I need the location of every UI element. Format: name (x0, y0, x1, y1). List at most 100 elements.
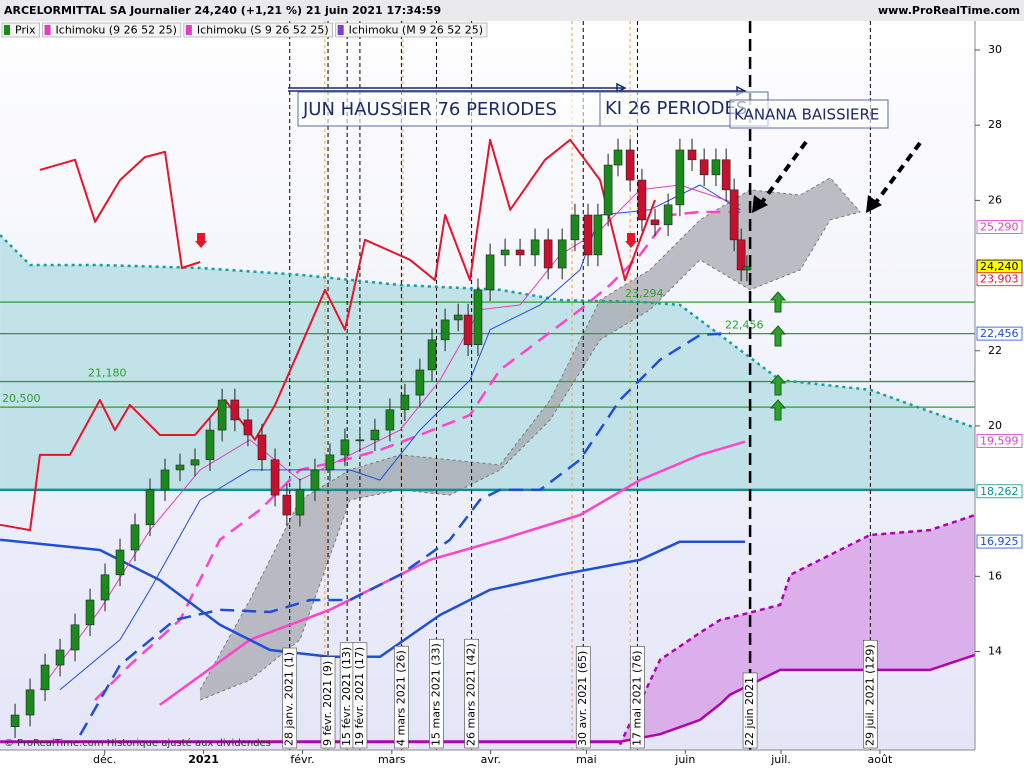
x-tick-label: avr. (481, 753, 501, 766)
series-line (0, 138, 656, 532)
legend-box (1, 22, 40, 38)
marker-label: 29 juil. 2021 (129) (863, 644, 876, 746)
legend-swatch (337, 25, 344, 35)
x-tick-label: févr. (290, 753, 314, 766)
legend: Prix Ichimoku (9 26 52 25) Ichimoku (S 9 2… (1, 22, 488, 38)
marker-label: 28 janv. 2021 (1) (283, 652, 296, 746)
price-tag-label: 19,599 (980, 435, 1019, 448)
candle-body (10, 714, 20, 727)
candle-body (100, 574, 110, 601)
annotation: JUN HAUSSIER 76 PERIODES (302, 99, 557, 120)
candle-body (230, 399, 240, 421)
legend-label: Ichimoku (M 9 26 52 25) (349, 24, 483, 37)
y-tick-label: 26 (988, 193, 1002, 206)
y-axis-panel (975, 0, 1024, 768)
y-tick-label: 22 (988, 344, 1002, 357)
level-label: 23,294 (625, 287, 664, 300)
candle-body (729, 189, 739, 241)
legend-box (42, 22, 182, 38)
legend-box (183, 22, 333, 38)
series-line (0, 538, 745, 659)
price-tag (976, 534, 1023, 549)
price-tag (976, 434, 1023, 448)
period-arrow (288, 82, 747, 97)
candle-body (40, 664, 50, 691)
x-tick-label: août (868, 753, 893, 766)
candle-body (500, 249, 510, 256)
candle-body (385, 409, 395, 431)
price-tag-label: 24,240 (980, 260, 1019, 273)
chart-title: ARCELORMITTAL SA Journalier 24,240 (+1,2… (4, 4, 441, 17)
candle-body (663, 204, 673, 226)
candle-body (711, 159, 721, 176)
candle-body (637, 179, 647, 221)
price-tag (976, 220, 1023, 234)
legend-swatch (44, 25, 51, 35)
x-tick-label: 2021 (188, 753, 219, 766)
header-bar (0, 0, 1024, 21)
legend-box (335, 22, 488, 38)
level-label: 21,180 (88, 367, 127, 380)
marker-label: 9 févr. 2021 (9) (321, 661, 334, 746)
x-tick-label: déc. (93, 753, 116, 766)
candle-body (190, 459, 200, 466)
candle-body (295, 489, 305, 516)
candle-body (485, 254, 495, 291)
candle-body (310, 469, 320, 491)
candle-body (85, 599, 95, 626)
marker-label: 4 mars 2021 (26) (394, 650, 407, 746)
candle-body (70, 624, 80, 651)
marker-label: 15 févr. 2021 (13) (340, 647, 353, 746)
marker-label-box (630, 646, 645, 749)
candle-body (130, 524, 140, 551)
series-line (39, 150, 201, 269)
annotation-box (729, 99, 889, 129)
arrows (195, 82, 922, 421)
candle-body (355, 439, 365, 442)
candle-body (557, 239, 567, 269)
data-layer: 28 janv. 2021 (1) 9 févr. 2021 (9) 15 févr… (0, 138, 976, 749)
candle-body (400, 394, 410, 411)
arrow-head (752, 195, 768, 213)
candle-body (217, 399, 227, 431)
candle-body (453, 314, 463, 321)
price-tag (976, 484, 1023, 499)
price-tag-label: 18,262 (980, 485, 1019, 498)
marker-label-box (863, 639, 878, 749)
legend-label: Ichimoku (S 9 26 52 25) (197, 24, 329, 37)
candle-body (613, 149, 623, 166)
candle-body (515, 249, 525, 256)
candle-body (603, 164, 613, 216)
x-tick-label: mars (378, 753, 406, 766)
annotations: JUN HAUSSIER 76 PERIODES KI 26 PERIODES … (297, 91, 889, 129)
y-tick-label: 28 (988, 118, 1002, 131)
marker-label-box (464, 638, 479, 749)
candle-body (205, 429, 215, 461)
cloud-upper (199, 177, 861, 691)
marker-label: 19 févr. 2021 (17) (353, 647, 366, 746)
x-tick-label: juin (674, 753, 695, 766)
candle-body (175, 464, 185, 471)
candle-body (699, 159, 709, 176)
candle-body (570, 214, 580, 241)
legend-swatch (185, 25, 192, 35)
legend-label: Ichimoku (9 26 52 25) (56, 24, 177, 37)
candle-body (463, 314, 473, 346)
level-label: 22,456 (725, 319, 764, 332)
series-line (0, 234, 976, 429)
candle-body (160, 469, 170, 491)
candle-body (115, 549, 125, 576)
legend-swatch (4, 25, 10, 35)
candle-body (675, 149, 685, 206)
candle-body (473, 289, 483, 346)
candle-body (370, 429, 380, 441)
series-line (159, 440, 746, 706)
y-tick-label: 14 (988, 645, 1002, 658)
annotation-box (297, 91, 601, 127)
marker-label: 15 mars 2021 (33) (429, 643, 442, 746)
series-line (79, 331, 731, 736)
marker-label-box (742, 672, 758, 749)
price-tag-label: 23,903 (980, 273, 1019, 286)
